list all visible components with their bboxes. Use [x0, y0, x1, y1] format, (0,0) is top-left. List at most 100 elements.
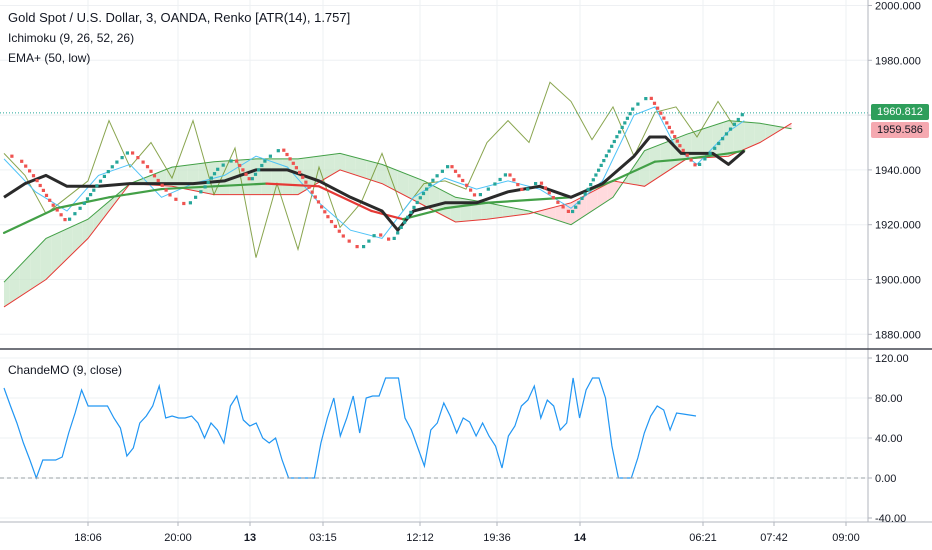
renko-brick	[35, 179, 39, 183]
cloud-segment	[72, 224, 78, 254]
cloud-segment	[487, 202, 493, 220]
renko-brick	[209, 176, 213, 180]
renko-brick	[253, 172, 258, 176]
renko-brick	[212, 172, 217, 176]
renko-brick	[656, 106, 660, 110]
cloud-segment	[581, 194, 587, 218]
cloud-segment	[376, 163, 382, 184]
price-tick-label: 2000.000	[875, 0, 921, 12]
renko-brick	[577, 201, 581, 205]
cloud-segment	[397, 170, 403, 195]
cloud-segment	[497, 204, 503, 218]
renko-brick	[68, 217, 72, 221]
renko-brick	[250, 177, 254, 181]
renko-brick	[247, 177, 251, 181]
cloud-segment	[340, 153, 346, 172]
indicator-lines	[0, 81, 868, 308]
cloud-segment	[691, 130, 697, 159]
renko-brick	[586, 187, 590, 191]
renko-brick	[612, 139, 616, 144]
renko-brick	[59, 213, 63, 217]
renko-brick	[551, 196, 555, 200]
cloud-segment	[739, 121, 745, 152]
cloud-segment	[513, 207, 519, 216]
cloud-segment	[51, 233, 57, 275]
cloud-segment	[355, 157, 361, 177]
renko-brick	[740, 113, 744, 117]
renko-brick	[446, 165, 450, 169]
renko-brick	[85, 197, 90, 201]
kijun-segment	[2, 207, 58, 235]
time-tick-label: 03:15	[309, 532, 337, 544]
renko-brick	[659, 111, 663, 115]
renko-brick	[597, 168, 601, 172]
renko-brick	[44, 193, 49, 197]
renko-brick	[594, 173, 598, 177]
renko-brick	[589, 183, 593, 187]
renko-brick	[440, 169, 444, 173]
current-price-tag: 1960.812	[871, 104, 929, 120]
renko-brick	[602, 159, 606, 163]
cloud-segment	[597, 186, 603, 208]
price-tick-label: 1920.000	[875, 220, 921, 232]
renko-brick	[241, 168, 245, 172]
renko-brick	[591, 178, 595, 182]
renko-brick	[580, 196, 584, 200]
renko-brick	[323, 210, 327, 214]
kijun-segment	[212, 182, 268, 188]
cloud-segment	[455, 197, 461, 222]
renko-brick	[362, 245, 366, 249]
cloud-segment	[350, 156, 356, 176]
renko-brick	[547, 191, 551, 195]
cloud-segment	[592, 189, 598, 211]
renko-brick	[620, 125, 624, 129]
renko-brick	[681, 148, 685, 152]
renko-brick	[675, 139, 679, 143]
renko-brick	[493, 182, 497, 186]
renko-brick	[102, 174, 106, 178]
cloud-segment	[544, 208, 550, 218]
renko-brick	[316, 200, 321, 204]
chandemo-line	[0, 377, 868, 480]
renko-brick	[276, 149, 280, 153]
renko-brick	[610, 144, 614, 148]
renko-brick	[678, 144, 682, 148]
renko-brick	[662, 116, 666, 120]
renko-brick	[333, 224, 337, 228]
cloud-segment	[30, 249, 36, 290]
renko-brick	[708, 151, 712, 155]
renko-brick	[721, 137, 725, 141]
renko-brick	[724, 132, 729, 136]
cloud-segment	[550, 206, 556, 220]
cloud-segment	[25, 254, 31, 294]
renko-brick	[689, 158, 693, 162]
renko-brick	[257, 168, 261, 172]
cloud-segment	[765, 124, 771, 140]
renko-brick	[425, 187, 429, 191]
renko-brick	[174, 197, 178, 201]
renko-brick	[428, 183, 432, 187]
cloud-segment	[607, 180, 613, 201]
renko-brick	[526, 187, 530, 191]
renko-brick	[160, 183, 164, 187]
cloud-segment	[644, 148, 650, 187]
cmo-tick-label: 0.00	[875, 473, 896, 485]
renko-brick	[512, 178, 516, 182]
renko-brick	[392, 236, 396, 240]
renko-brick	[188, 201, 192, 205]
renko-brick	[539, 181, 544, 185]
cloud-segment	[103, 201, 109, 218]
renko-brick	[31, 174, 36, 178]
renko-brick	[41, 188, 45, 192]
cloud-segment	[628, 166, 634, 185]
renko-brick	[120, 156, 124, 160]
cloud-segment	[481, 201, 487, 220]
renko-brick	[534, 182, 538, 186]
cloud-segment	[508, 206, 514, 217]
cloud-segment	[334, 153, 340, 173]
cloud-segment	[282, 158, 288, 195]
cloud-segment	[702, 127, 708, 158]
cloud-segment	[665, 140, 671, 173]
renko-brick	[583, 192, 587, 196]
